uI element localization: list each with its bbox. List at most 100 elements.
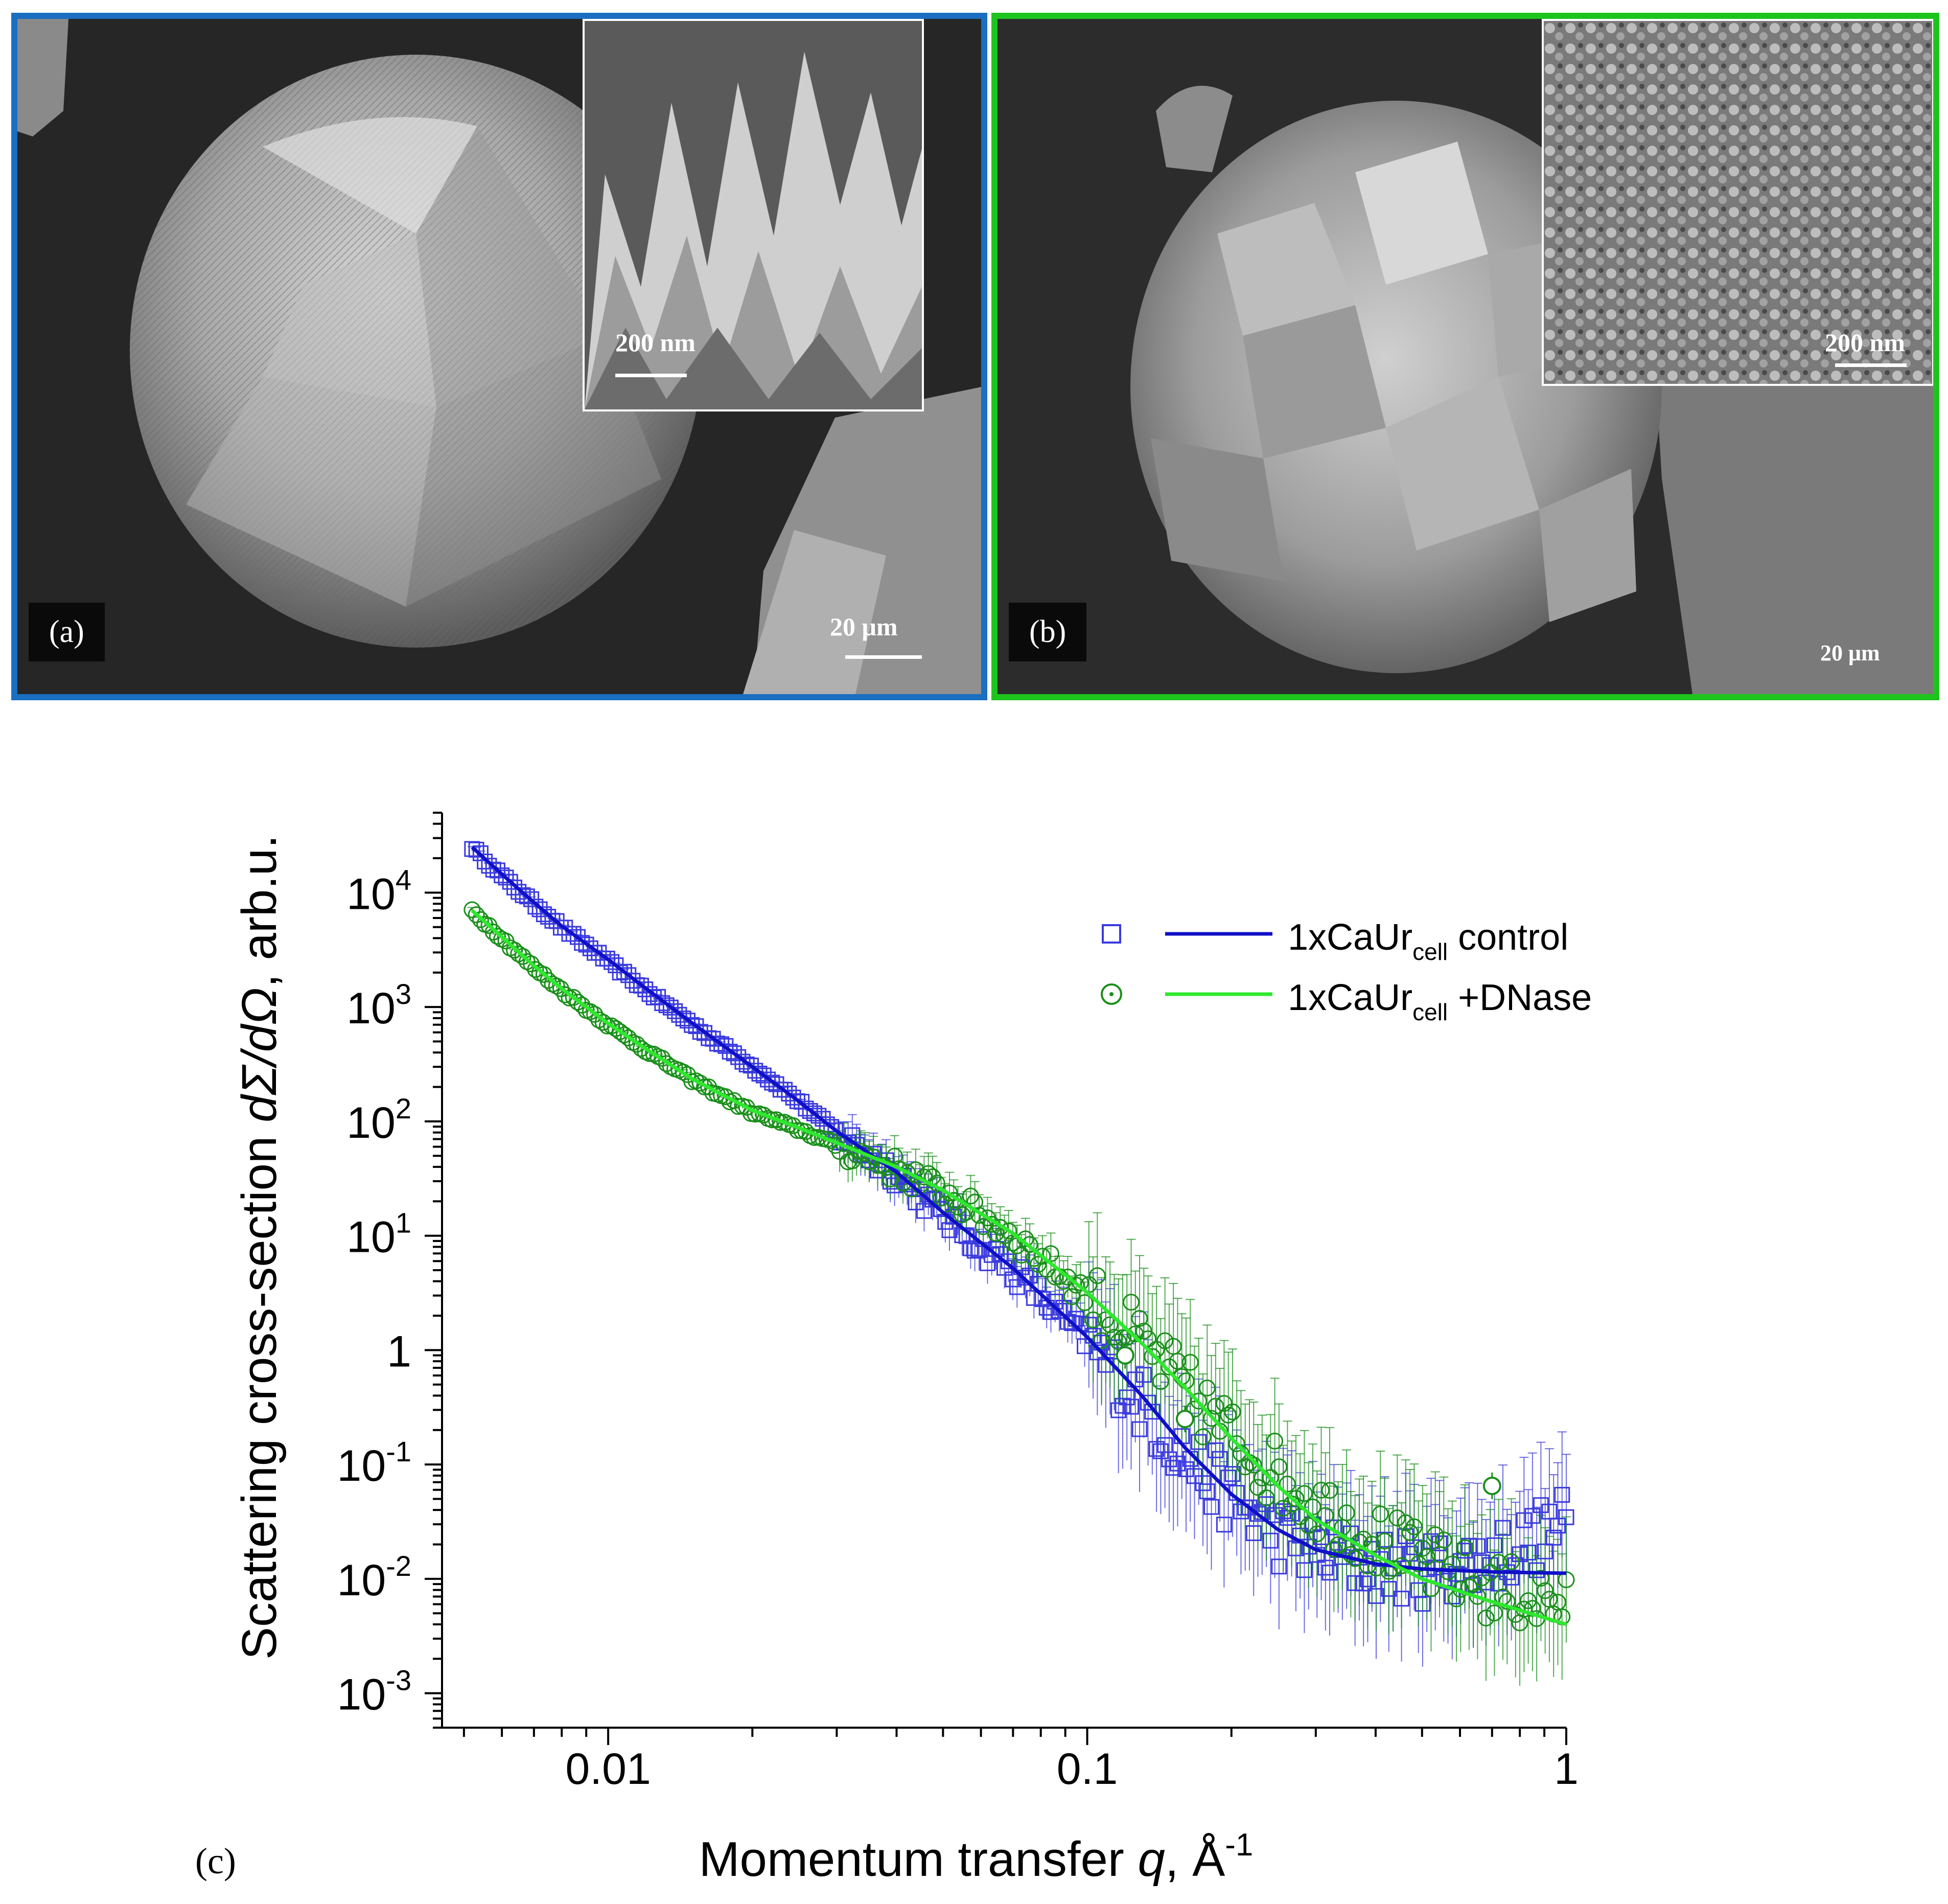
data-point-dnase — [1169, 1352, 1186, 1370]
data-point-control — [734, 1053, 751, 1070]
data-point-dnase — [696, 1078, 713, 1095]
data-point-control — [658, 997, 675, 1014]
y-tick-label: 10-3 — [337, 1664, 411, 1719]
sem-panel-a: 200 nm (a) 20 μm — [11, 13, 987, 700]
data-point-dnase — [1465, 1575, 1482, 1592]
data-point-control — [1250, 1506, 1266, 1522]
data-point-control — [1541, 1503, 1558, 1520]
data-point-dnase — [548, 977, 565, 995]
data-point-dnase — [1047, 1268, 1064, 1286]
data-point-dnase — [1262, 1469, 1279, 1486]
data-point-control — [722, 1044, 738, 1060]
legend-marker-control — [1102, 924, 1121, 944]
data-point-dnase — [1190, 1392, 1208, 1410]
data-point-control — [941, 1222, 958, 1238]
data-point-control — [1537, 1543, 1553, 1559]
data-point-control — [1077, 1338, 1093, 1355]
y-tick-label: 104 — [346, 863, 411, 919]
data-point-control — [1394, 1591, 1410, 1607]
y-tick-label: 102 — [346, 1092, 411, 1148]
panel-tag-c: (c) — [195, 1841, 236, 1882]
data-point-control — [1224, 1466, 1241, 1482]
data-point-dnase — [1456, 1539, 1474, 1556]
x-tick-label: 1 — [1554, 1745, 1579, 1794]
inset-scale-bar-a — [615, 374, 687, 377]
data-point-control — [498, 869, 514, 886]
data-point-control — [815, 1111, 831, 1127]
data-point-dnase — [1498, 1593, 1516, 1610]
data-point-control — [1448, 1566, 1465, 1582]
data-point-control — [1123, 1398, 1140, 1415]
data-point-control — [1203, 1499, 1220, 1515]
data-point-control — [1245, 1525, 1262, 1541]
data-point-dnase — [776, 1114, 794, 1131]
data-point-dnase — [611, 1023, 629, 1040]
data-point-dnase — [1123, 1294, 1140, 1311]
data-point-control — [1212, 1451, 1228, 1467]
data-point-dnase — [1101, 1316, 1119, 1334]
inset-scale-label-a: 200 nm — [615, 328, 695, 357]
scattering-chart: 0.01 0.1 1 10-3 10-2 10-1 1 101 102 103 104 Scatte… — [232, 812, 1592, 1887]
outlier-point — [1482, 1477, 1501, 1496]
data-point-control — [472, 845, 489, 861]
data-point-dnase — [1215, 1395, 1233, 1412]
data-point-control — [477, 853, 493, 869]
data-point-dnase — [463, 901, 481, 919]
data-point-dnase — [991, 1219, 1009, 1236]
data-point-control — [1558, 1509, 1574, 1525]
data-point-dnase — [1245, 1456, 1262, 1474]
data-point-control — [760, 1071, 776, 1088]
data-point-control — [1528, 1562, 1545, 1578]
data-point-dnase — [1224, 1403, 1241, 1420]
data-point-dnase — [1249, 1479, 1267, 1496]
data-point-dnase — [1490, 1553, 1508, 1571]
data-point-control — [1034, 1291, 1051, 1307]
data-point-dnase — [1503, 1553, 1520, 1570]
data-point-control — [1545, 1529, 1562, 1546]
data-point-control — [1381, 1581, 1397, 1597]
data-point-control — [1516, 1512, 1532, 1528]
data-point-control — [1284, 1505, 1300, 1522]
data-point-dnase — [1388, 1509, 1406, 1527]
data-point-control — [1549, 1518, 1566, 1534]
data-point-control — [747, 1063, 763, 1079]
x-tick-label: 0.01 — [565, 1745, 651, 1794]
data-point-dnase — [675, 1063, 692, 1081]
data-point-control — [1017, 1270, 1034, 1286]
data-point-control — [1089, 1344, 1105, 1361]
data-point-dnase — [1093, 1332, 1110, 1349]
data-point-dnase — [1295, 1485, 1313, 1502]
data-point-control — [1503, 1569, 1520, 1586]
sem-panel-b: 200 nm (b) 20 μm — [991, 13, 1939, 700]
data-point-dnase — [1405, 1518, 1423, 1535]
data-point-dnase — [1220, 1406, 1237, 1424]
data-point-dnase — [607, 1020, 624, 1037]
legend: 1xCaUrcell control 1xCaUrcell +DNase — [1101, 917, 1592, 1025]
data-point-dnase — [1105, 1328, 1123, 1346]
outlier-point — [1175, 1410, 1194, 1429]
data-point-dnase — [1084, 1311, 1102, 1328]
data-point-dnase — [1537, 1582, 1554, 1599]
data-point-control — [574, 935, 590, 951]
sem-inset-image-a — [585, 21, 922, 409]
data-point-dnase — [1397, 1514, 1414, 1531]
sem-image-dnase-treated-spherulite — [998, 19, 1933, 694]
data-point-dnase — [1000, 1222, 1017, 1240]
data-point-dnase — [1325, 1541, 1342, 1558]
data-point-control — [823, 1119, 840, 1135]
data-point-control — [1524, 1508, 1541, 1524]
data-point-dnase — [691, 1074, 709, 1092]
sem-inset-b: 200 nm — [1542, 19, 1933, 386]
data-point-control — [697, 1025, 713, 1041]
data-point-control — [1220, 1470, 1237, 1486]
data-point-dnase — [1068, 1276, 1085, 1294]
data-point-control — [1110, 1402, 1127, 1418]
data-point-control — [1309, 1547, 1325, 1563]
data-point-control — [1233, 1503, 1249, 1520]
data-point-control — [1152, 1443, 1169, 1459]
data-point-dnase — [1013, 1247, 1030, 1264]
legend-marker-dnase-dot — [1109, 992, 1114, 996]
data-point-control — [1406, 1539, 1422, 1555]
legend-label-dnase: 1xCaUrcell +DNase — [1288, 977, 1592, 1025]
data-point-dnase — [823, 1132, 840, 1150]
